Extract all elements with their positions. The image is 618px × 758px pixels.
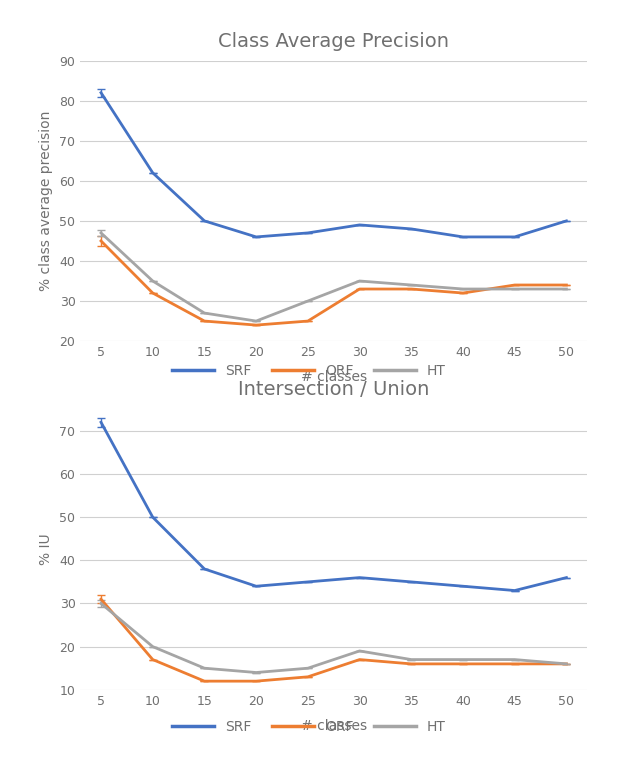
Title: Intersection / Union: Intersection / Union	[238, 381, 430, 399]
Title: Class Average Precision: Class Average Precision	[218, 32, 449, 51]
Y-axis label: % class average precision: % class average precision	[38, 111, 53, 291]
X-axis label: # classes: # classes	[301, 719, 366, 733]
Legend: SRF, ORF, HT: SRF, ORF, HT	[167, 359, 451, 384]
Y-axis label: % IU: % IU	[38, 534, 53, 565]
X-axis label: # classes: # classes	[301, 370, 366, 384]
Legend: SRF, ORF, HT: SRF, ORF, HT	[167, 715, 451, 740]
